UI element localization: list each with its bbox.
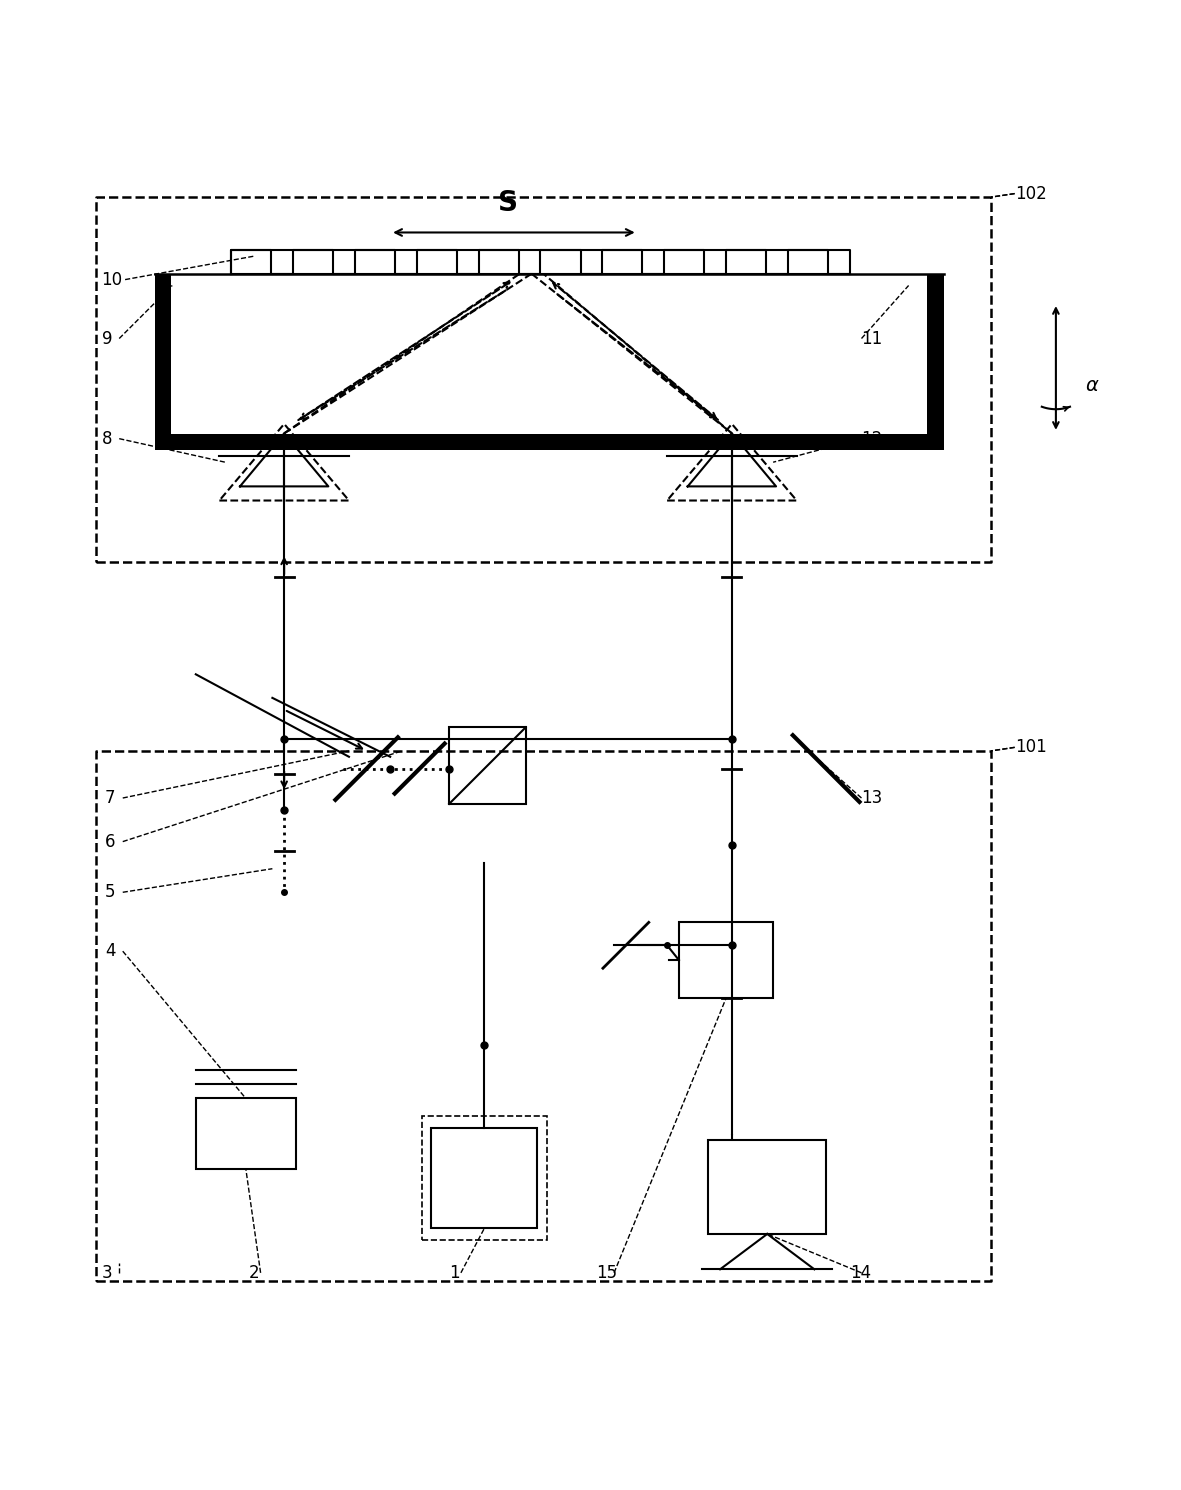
Text: 9: 9: [102, 329, 112, 347]
Bar: [709, 1140, 827, 1234]
Text: 3: 3: [102, 1264, 112, 1281]
Text: 10: 10: [102, 271, 123, 289]
Text: 14: 14: [849, 1264, 870, 1281]
Text: 5: 5: [105, 884, 116, 901]
Text: 7: 7: [105, 790, 116, 808]
Text: 101: 101: [1014, 739, 1046, 757]
Text: S: S: [498, 189, 518, 218]
Bar: [196, 1098, 296, 1170]
Text: 1: 1: [449, 1264, 459, 1281]
Bar: [927, 274, 944, 450]
Text: 6: 6: [105, 833, 116, 851]
Bar: [679, 922, 774, 998]
Text: $\alpha$: $\alpha$: [1085, 375, 1100, 395]
Text: 15: 15: [596, 1264, 618, 1281]
Text: 11: 11: [861, 329, 882, 347]
Bar: [431, 1128, 537, 1228]
Bar: [449, 727, 526, 805]
Text: 8: 8: [102, 429, 112, 447]
Text: 13: 13: [861, 790, 882, 808]
Text: 12: 12: [861, 429, 882, 447]
Text: 102: 102: [1014, 185, 1046, 203]
Bar: [155, 274, 171, 450]
Text: 4: 4: [105, 942, 116, 960]
Text: 2: 2: [249, 1264, 260, 1281]
Bar: [155, 434, 944, 450]
Bar: [422, 1116, 547, 1240]
